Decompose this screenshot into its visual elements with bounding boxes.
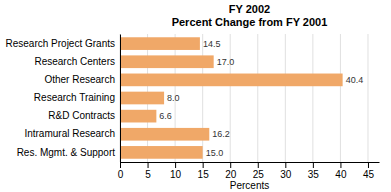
tick-label: 0 — [118, 169, 124, 180]
title: FY 2002Percent Change from FY 2001 — [172, 3, 328, 28]
tick: 0 — [118, 162, 124, 180]
tick: 5 — [145, 162, 151, 180]
axis-line — [120, 35, 121, 163]
bar — [120, 92, 164, 105]
tick: Intramural Research — [24, 128, 115, 139]
data-label: 15.0 — [206, 148, 224, 158]
tick-mark — [230, 162, 231, 168]
tick: 40 — [335, 162, 347, 180]
tick-label: 35 — [308, 169, 320, 180]
grid-line — [120, 34, 121, 162]
tick-label: 15 — [198, 169, 210, 180]
bar — [120, 110, 156, 123]
tick-mark — [203, 162, 204, 168]
y-axis: Research Project Grants Research Centers O… — [6, 35, 121, 163]
tick-label: 40 — [335, 169, 347, 180]
tick-label: Research Training — [34, 92, 115, 103]
tick-label: 20 — [225, 169, 237, 180]
tick: Other Research — [44, 74, 115, 85]
tick-mark — [368, 162, 369, 168]
tick-label: 10 — [170, 169, 182, 180]
grid-line — [202, 34, 203, 162]
tick: 30 — [280, 162, 292, 180]
grid-line — [257, 34, 258, 162]
tick-label: 45 — [363, 169, 375, 180]
tick: R&D Contracts — [48, 110, 115, 121]
bar — [120, 55, 214, 68]
tick-mark — [258, 162, 259, 168]
chart: 0 5 10 15 20 25 30 35 40 45 Research Project Grant… — [0, 0, 391, 192]
bars — [120, 37, 343, 158]
tick-mark — [340, 162, 341, 168]
grid-line — [312, 34, 313, 162]
tick-label: 25 — [253, 169, 265, 180]
tick-label: Other Research — [44, 74, 115, 85]
tick: Research Centers — [34, 56, 115, 67]
tick: 15 — [198, 162, 210, 180]
tick-mark — [120, 162, 121, 168]
tick: Res. Mgmt. & Support — [17, 147, 116, 158]
tick-mark — [148, 162, 149, 168]
x-axis: 0 5 10 15 20 25 30 35 40 45 — [118, 162, 380, 180]
plot: 0 5 10 15 20 25 30 35 40 45 Research Project Grant… — [6, 34, 380, 180]
data-label: 8.0 — [167, 93, 180, 103]
tick-label: R&D Contracts — [48, 110, 115, 121]
tick: Research Training — [34, 92, 115, 103]
data-label: 40.4 — [346, 75, 364, 85]
x-axis-title: Percents — [230, 180, 269, 191]
data-label: 16.2 — [212, 129, 230, 139]
tick: Research Project Grants — [6, 38, 116, 49]
grid-line — [230, 34, 231, 162]
grid-line — [340, 34, 341, 162]
tick-label: Research Centers — [34, 56, 115, 67]
tick-label: Intramural Research — [24, 128, 115, 139]
bar — [120, 146, 203, 159]
tick: 10 — [170, 162, 182, 180]
bar — [120, 37, 200, 50]
title-line: Percent Change from FY 2001 — [172, 16, 328, 28]
tick: 25 — [253, 162, 265, 180]
grid — [120, 34, 368, 162]
grid-line — [285, 34, 286, 162]
tick-mark — [285, 162, 286, 168]
tick-label: Res. Mgmt. & Support — [17, 147, 116, 158]
tick-mark — [313, 162, 314, 168]
tick-mark — [175, 162, 176, 168]
tick-label: 30 — [280, 169, 292, 180]
tick: 45 — [363, 162, 375, 180]
data-label: 17.0 — [217, 57, 235, 67]
grid-line — [367, 34, 368, 162]
tick-label: Research Project Grants — [6, 38, 116, 49]
tick-label: 5 — [145, 169, 151, 180]
title-line: FY 2002 — [229, 3, 270, 15]
tick: 35 — [308, 162, 320, 180]
tick: 20 — [225, 162, 237, 180]
data-label: 14.5 — [203, 39, 221, 49]
bar — [120, 128, 209, 141]
data-labels: 14.5 17.0 40.4 8.0 6.6 16.2 15.0 — [159, 39, 363, 158]
bar — [120, 74, 343, 87]
data-label: 6.6 — [159, 111, 172, 121]
